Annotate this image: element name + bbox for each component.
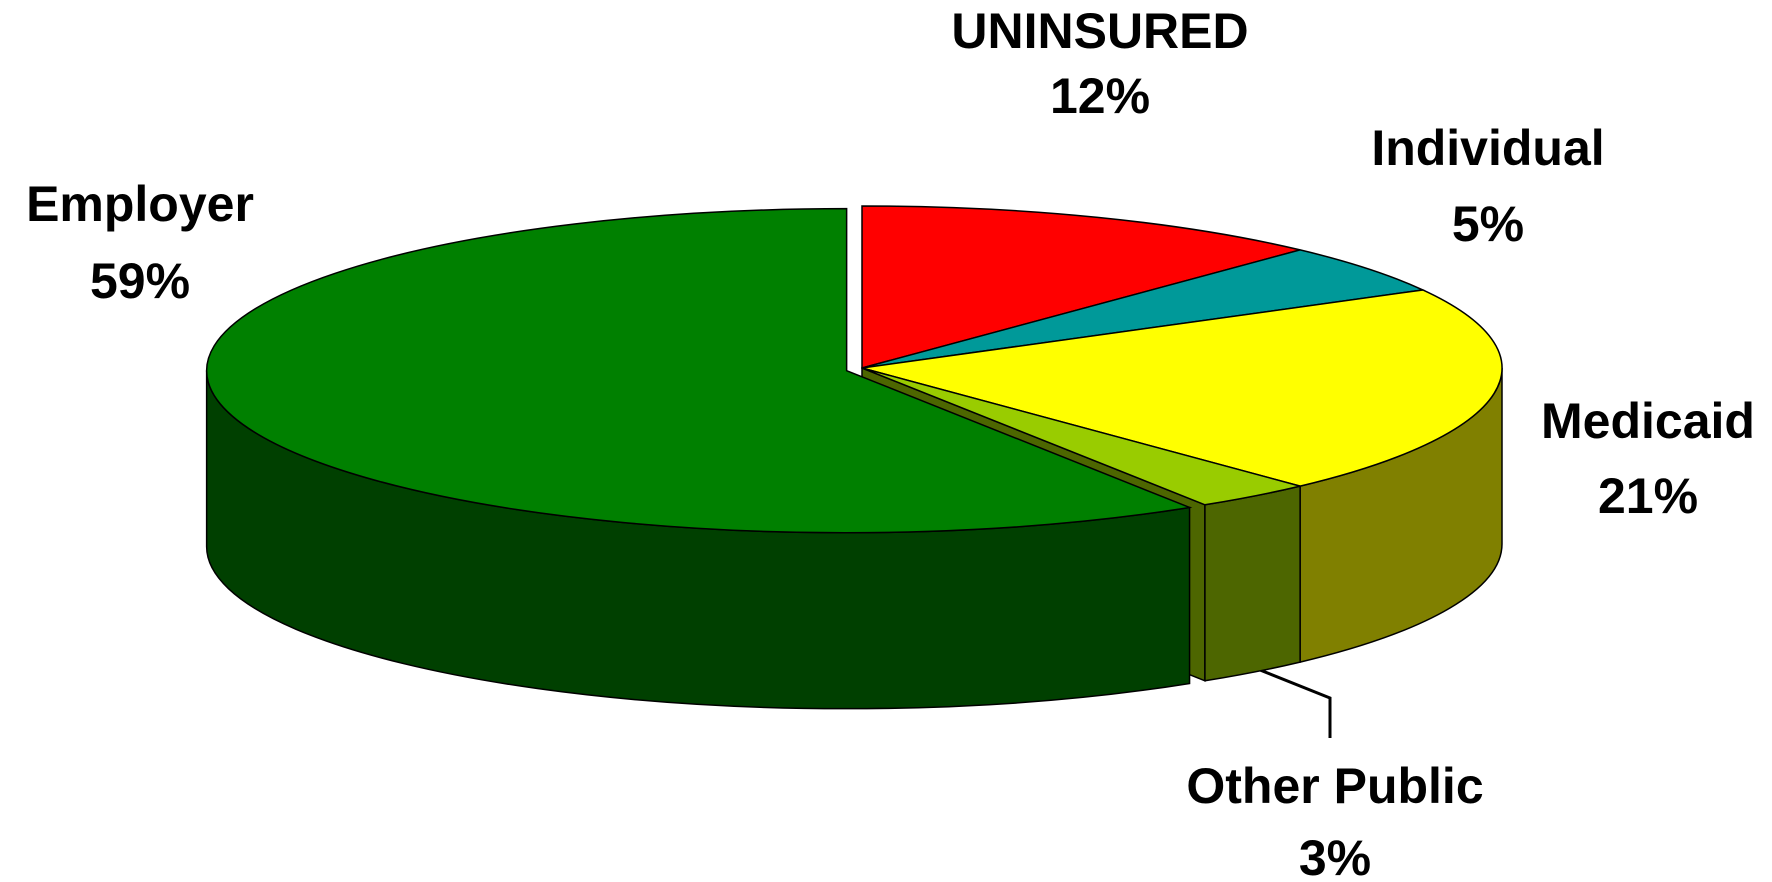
slice bbox=[861, 249, 1426, 369]
value-label: 21% bbox=[1598, 468, 1698, 524]
slice bbox=[861, 289, 1503, 487]
slice bbox=[861, 205, 1301, 369]
value-label: 3% bbox=[1299, 830, 1371, 882]
value-label: 5% bbox=[1452, 196, 1524, 252]
value-label: 12% bbox=[1050, 68, 1150, 124]
value-label: 59% bbox=[90, 253, 190, 309]
slice-side bbox=[1204, 485, 1301, 682]
slice-label: Medicaid bbox=[1541, 393, 1755, 449]
slice bbox=[861, 367, 1301, 506]
slice-label: Other Public bbox=[1186, 758, 1483, 814]
slice bbox=[205, 207, 1193, 534]
slice-label: UNINSURED bbox=[951, 3, 1248, 59]
leader-line bbox=[1254, 666, 1332, 738]
slice-label: Employer bbox=[26, 176, 254, 232]
slice-label: Individual bbox=[1371, 120, 1604, 176]
